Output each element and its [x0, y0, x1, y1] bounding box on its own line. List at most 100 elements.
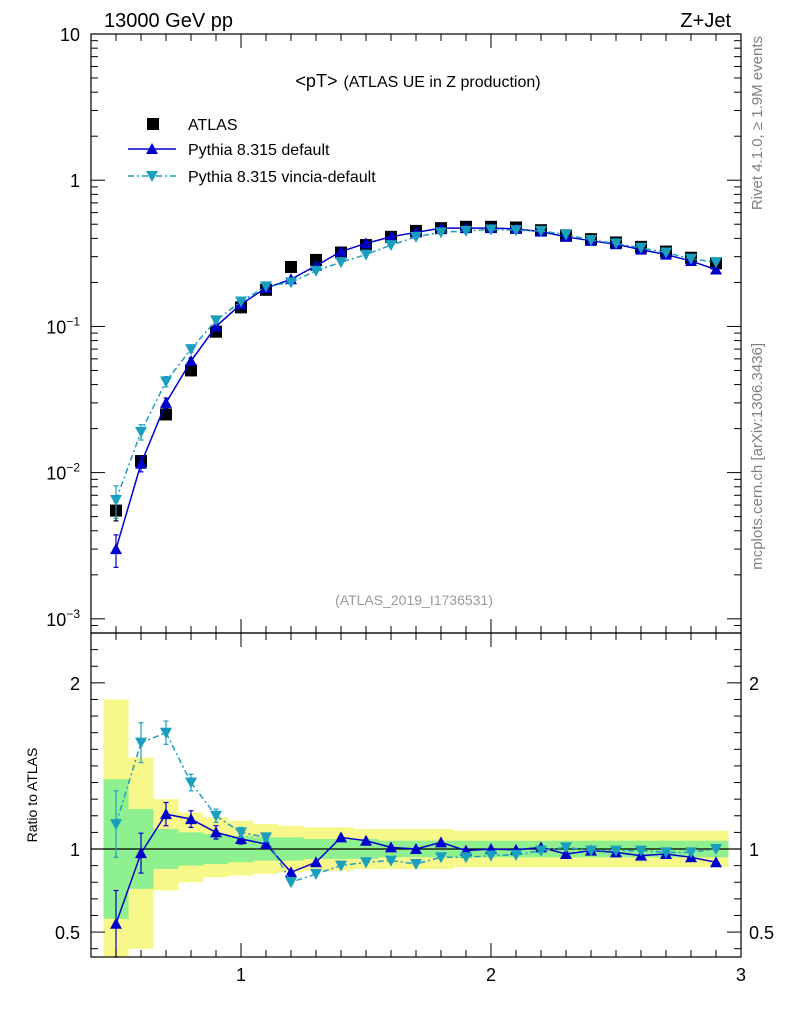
main-title-subtitle: (ATLAS UE in Z production) [343, 74, 540, 91]
ratio-point-pythia-default [335, 831, 347, 843]
ratio-point-vincia [335, 860, 347, 872]
main-point-pythia-default [135, 457, 147, 469]
rivet-version-label: Rivet 4.1.0, ≥ 1.9M events [749, 36, 766, 210]
x-tick-label: 2 [486, 965, 496, 985]
ratio-y-tick-label-left: 1 [70, 840, 80, 860]
ratio-point-vincia [685, 847, 697, 859]
main-point-vincia [210, 315, 222, 327]
main-point-vincia [410, 231, 422, 243]
main-point-vincia [135, 426, 147, 438]
main-title-observable: <pT> [295, 71, 337, 91]
main-point-pythia-default [385, 230, 397, 242]
ratio-point-pythia-default [560, 847, 572, 859]
ratio-frame [90, 632, 742, 958]
ratio-y-tick-label-left: 2 [70, 674, 80, 694]
main-point-vincia [235, 296, 247, 308]
main-line-vincia [115, 228, 717, 501]
ratio-point-vincia [710, 844, 722, 855]
analysis-watermark: (ATLAS_2019_I1736531) [335, 592, 493, 608]
main-point-vincia [585, 234, 597, 246]
main-point-vincia [160, 376, 172, 388]
main-line-pythia-default [115, 227, 717, 550]
ratio-point-pythia-default [385, 841, 397, 853]
ratio-point-pythia-default [110, 917, 122, 929]
legend-marker-vincia [146, 171, 158, 182]
ratio-point-pythia-default [710, 856, 722, 868]
main-point-pythia-default [335, 245, 347, 257]
ratio-point-vincia [310, 868, 322, 880]
ratio-y-tick-label-right: 2 [749, 674, 759, 694]
main-point-atlas [285, 260, 297, 273]
main-point-vincia [485, 224, 497, 236]
main-point-vincia [385, 240, 397, 252]
x-tick-label: 3 [736, 965, 746, 985]
main-point-pythia-default [185, 355, 197, 367]
ratio-point-vincia [560, 842, 572, 854]
ratio-y-tick-label-right: 0.5 [749, 923, 774, 943]
main-y-tick-label: 10−2 [46, 461, 80, 484]
ratio-point-vincia [585, 845, 597, 857]
ratio-point-vincia [435, 852, 447, 864]
mcplots-label: mcplots.cern.ch [arXiv:1306.3436] [749, 343, 766, 570]
ratio-point-vincia [460, 852, 472, 864]
ratio-point-vincia [160, 727, 172, 739]
main-point-vincia [435, 227, 447, 239]
legend-label-vincia: Pythia 8.315 vincia-default [188, 169, 376, 186]
ratio-point-vincia [510, 849, 522, 861]
main-point-vincia [335, 257, 347, 269]
ratio-point-vincia [110, 819, 122, 831]
main-point-vincia [285, 277, 297, 289]
legend: ATLAS Pythia 8.315 default Pythia 8.315 … [128, 117, 376, 186]
main-point-pythia-default [110, 543, 122, 555]
header-left-label: 13000 GeV pp [104, 10, 233, 32]
ratio-point-pythia-default [285, 866, 297, 878]
main-point-vincia [460, 225, 472, 237]
ratio-point-vincia [235, 827, 247, 839]
ratio-band-outer [103, 699, 729, 957]
ratio-point-pythia-default [135, 847, 147, 859]
main-point-vincia [110, 494, 122, 506]
main-point-vincia [360, 249, 372, 261]
ratio-point-pythia-default [310, 856, 322, 868]
main-point-vincia [710, 257, 722, 269]
ratio-point-vincia [610, 845, 622, 857]
main-point-vincia [560, 229, 572, 241]
ratio-point-vincia [410, 858, 422, 870]
ratio-point-vincia [135, 737, 147, 749]
main-point-vincia [610, 238, 622, 250]
ratio-point-vincia [485, 850, 497, 862]
ratio-point-vincia [635, 845, 647, 857]
ratio-point-pythia-default [235, 833, 247, 845]
main-point-vincia [260, 281, 272, 293]
ratio-point-vincia [260, 832, 272, 844]
main-point-vincia [535, 225, 547, 237]
main-point-vincia [660, 247, 672, 259]
x-tick-label: 1 [236, 965, 246, 985]
legend-marker-pythia-default [146, 143, 158, 154]
ratio-point-vincia [535, 845, 547, 857]
ratio-point-pythia-default [360, 834, 372, 846]
main-y-tick-label: 10−1 [46, 314, 80, 337]
ratio-point-pythia-default [210, 826, 222, 838]
main-y-tick-label: 10 [60, 25, 80, 45]
main-point-vincia [310, 265, 322, 277]
ratio-point-vincia [660, 847, 672, 859]
main-point-vincia [510, 225, 522, 237]
ratio-y-tick-label-right: 1 [749, 840, 759, 860]
ratio-y-tick-label-left: 0.5 [55, 923, 80, 943]
header-right-label: Z+Jet [680, 10, 731, 32]
ratio-point-pythia-default [410, 843, 422, 854]
main-point-vincia [635, 242, 647, 254]
legend-label-atlas: ATLAS [188, 117, 238, 134]
ratio-point-pythia-default [260, 838, 272, 850]
main-point-pythia-default [160, 396, 172, 408]
main-point-pythia-default [710, 263, 722, 275]
legend-label-pythia-default: Pythia 8.315 default [188, 142, 330, 159]
ratio-point-pythia-default [435, 836, 447, 848]
main-point-vincia [185, 344, 197, 356]
ratio-point-vincia [360, 857, 372, 869]
main-title: <pT> (ATLAS UE in Z production) [295, 71, 540, 91]
ratio-point-vincia [210, 810, 222, 822]
ratio-ylabel: Ratio to ATLAS [24, 748, 40, 843]
